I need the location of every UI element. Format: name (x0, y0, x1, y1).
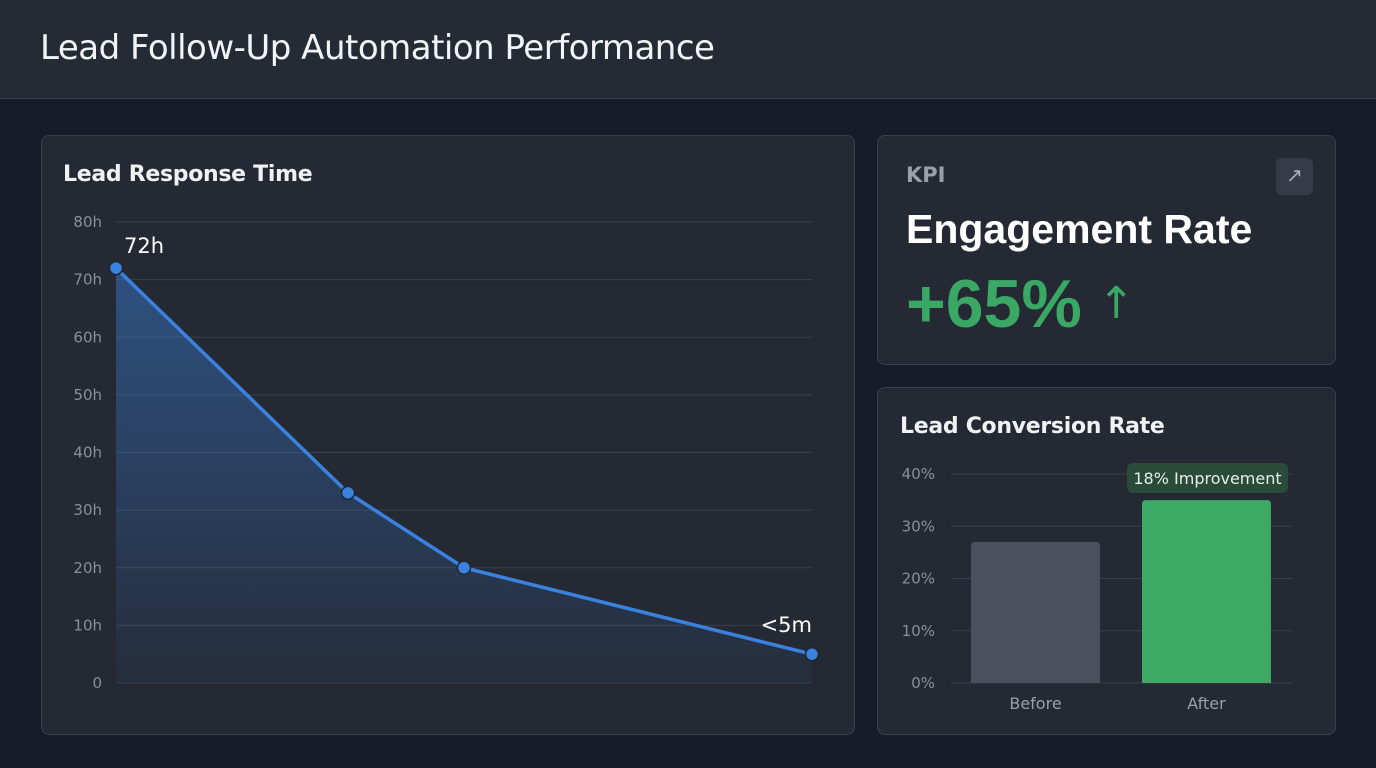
y-tick-label: 50h (73, 386, 102, 404)
y-tick-label: 70h (73, 271, 102, 289)
data-label: <5m (761, 613, 812, 637)
header: Lead Follow-Up Automation Performance (0, 0, 1376, 99)
conversion-title: Lead Conversion Rate (900, 414, 1165, 439)
kpi-title: Engagement Rate (906, 206, 1253, 252)
data-point (108, 260, 124, 276)
response-time-panel: Lead Response Time 0 10h 20h 30h 40h 50h 60h 70… (41, 135, 855, 735)
data-point (340, 485, 356, 501)
arrow-up-right-icon[interactable]: ↗ (1276, 158, 1313, 195)
y-tick-label: 0% (911, 674, 935, 692)
arrow-up-icon: ↑ (1097, 278, 1135, 329)
y-tick-label: 30% (902, 517, 935, 535)
page-title: Lead Follow-Up Automation Performance (40, 28, 715, 68)
bar-after (1142, 500, 1271, 683)
data-label: 72h (124, 234, 164, 258)
y-tick-label: 10% (902, 622, 935, 640)
y-tick-label: 20h (73, 559, 102, 577)
area-fill (116, 268, 812, 683)
conversion-chart: 0% 10% 20% 30% 40% Before After 18% Improvement (902, 463, 1293, 713)
y-tick-label: 40h (73, 444, 102, 462)
y-tick-label: 60h (73, 328, 102, 346)
kpi-panel: KPI ↗ Engagement Rate +65% ↑ (877, 135, 1336, 365)
kpi-value-row: +65% ↑ (906, 264, 1135, 344)
y-tick-label: 80h (73, 213, 102, 231)
response-time-title: Lead Response Time (63, 162, 313, 187)
kpi-label: KPI (906, 163, 946, 187)
response-time-chart: 0 10h 20h 30h 40h 50h 60h 70h 80h 72h <5m (73, 213, 820, 692)
y-tick-label: 30h (73, 501, 102, 519)
data-point (456, 560, 472, 575)
kpi-value: +65% (906, 266, 1082, 342)
y-tick-label: 40% (902, 465, 935, 483)
improvement-badge (1127, 463, 1288, 493)
bar-before (971, 541, 1100, 683)
y-tick-label: 20% (902, 570, 935, 588)
x-tick-label: After (1187, 694, 1226, 713)
y-tick-label: 10h (73, 616, 102, 634)
conversion-panel: Lead Conversion Rate 0% 10% 20% 30% 40% Befor… (877, 387, 1336, 735)
y-tick-label: 0 (92, 674, 102, 692)
series-line (114, 266, 813, 656)
x-tick-label: Before (1009, 694, 1061, 713)
improvement-badge-label: 18% Improvement (1133, 469, 1281, 488)
data-point (804, 646, 820, 662)
